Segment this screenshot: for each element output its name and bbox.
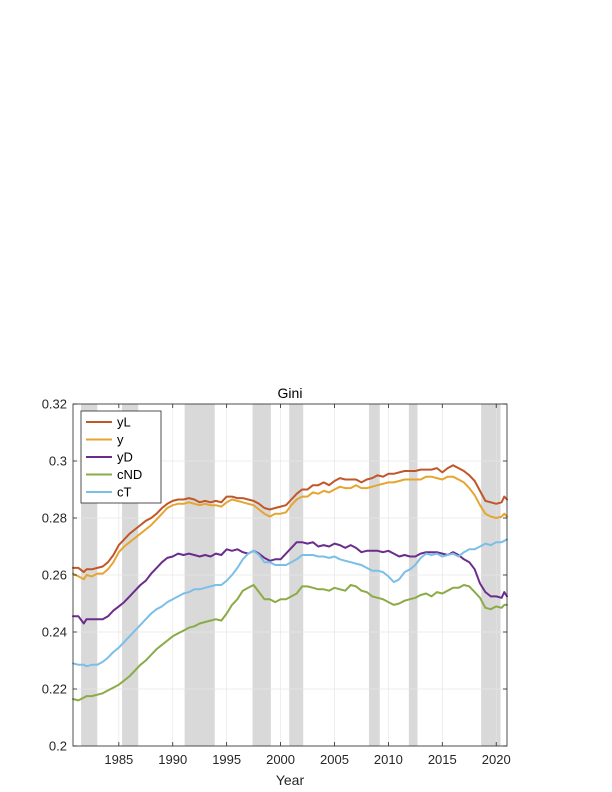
chart-title: Gini: [278, 385, 303, 401]
series-lines: [72, 464, 508, 702]
x-tick-label: 1995: [212, 752, 241, 767]
y-tick-label: 0.32: [42, 397, 67, 412]
y-tick-label: 0.26: [42, 568, 67, 583]
axis-ticks: 1985 1990 1995 2000 2005 2010 2015 2020 0.2 0.22 0…: [42, 397, 511, 768]
y-tick-label: 0.24: [42, 625, 67, 640]
y-tick-label: 0.2: [49, 739, 67, 754]
x-axis-label: Year: [276, 772, 305, 788]
x-tick-label: 2020: [482, 752, 511, 767]
y-tick-label: 0.22: [42, 682, 67, 697]
legend: yL y yD cND cT: [80, 410, 162, 504]
x-tick-label: 2005: [320, 752, 349, 767]
legend-label-y: y: [117, 432, 124, 447]
x-tick-label: 1990: [158, 752, 187, 767]
series-line-yD: [72, 541, 508, 625]
x-tick-label: 2015: [428, 752, 457, 767]
series-line-y: [72, 475, 508, 581]
legend-label-yD: yD: [117, 450, 133, 465]
x-tick-label: 1985: [104, 752, 133, 767]
y-tick-label: 0.28: [42, 511, 67, 526]
series-line-cT: [72, 538, 508, 668]
legend-label-yL: yL: [117, 415, 131, 430]
series-line-cND: [72, 584, 508, 702]
y-tick-label: 0.3: [49, 454, 67, 469]
x-tick-label: 2000: [266, 752, 295, 767]
series-line-yL: [72, 464, 508, 574]
legend-label-cT: cT: [117, 485, 132, 500]
x-tick-label: 2010: [374, 752, 403, 767]
legend-label-cND: cND: [117, 467, 142, 482]
